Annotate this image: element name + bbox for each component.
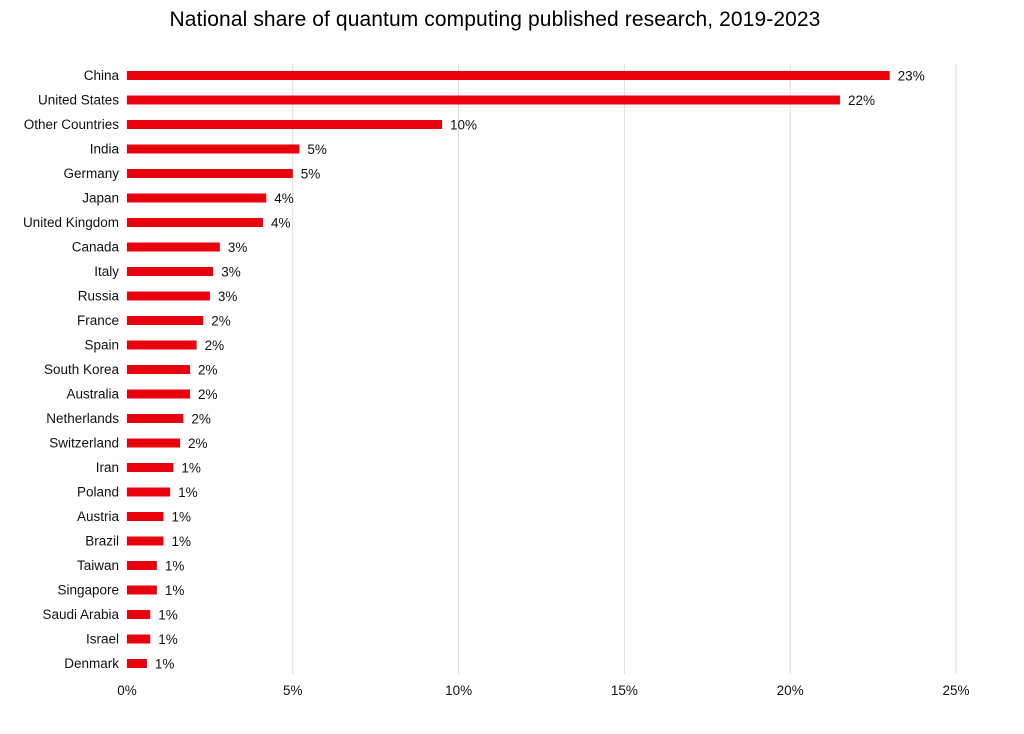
value-label: 23% <box>898 69 925 84</box>
value-label: 1% <box>178 485 198 500</box>
bar <box>127 487 171 497</box>
bar <box>127 585 157 595</box>
category-label: Denmark <box>64 656 119 671</box>
bar <box>127 340 197 350</box>
category-label: Saudi Arabia <box>42 607 119 622</box>
bar <box>127 144 300 154</box>
category-label: United States <box>38 93 119 108</box>
category-label: Netherlands <box>46 411 119 426</box>
bar <box>127 438 181 448</box>
bar <box>127 95 840 105</box>
value-label: 10% <box>450 118 477 133</box>
category-label: Iran <box>96 460 119 475</box>
value-label: 2% <box>198 387 218 402</box>
bar <box>127 120 443 129</box>
value-label: 2% <box>188 436 208 451</box>
value-label: 1% <box>165 583 185 598</box>
value-label: 3% <box>228 240 248 255</box>
category-label: Austria <box>77 509 120 524</box>
bar <box>127 242 220 252</box>
category-label: United Kingdom <box>23 215 119 230</box>
value-label: 2% <box>205 338 225 353</box>
bar <box>127 414 184 423</box>
category-label: China <box>84 68 120 83</box>
x-tick-label: 0% <box>117 683 137 698</box>
category-label: Japan <box>82 191 119 206</box>
category-label: France <box>77 313 119 328</box>
bar <box>127 536 164 546</box>
value-label: 2% <box>198 363 218 378</box>
category-label: Canada <box>72 240 120 255</box>
value-label: 22% <box>848 93 875 108</box>
x-tick-label: 10% <box>445 683 472 698</box>
value-label: 5% <box>301 167 321 182</box>
x-tick-label: 5% <box>283 683 303 698</box>
category-label: Other Countries <box>24 117 120 132</box>
bar <box>127 169 293 178</box>
category-label: Spain <box>84 338 119 353</box>
bar <box>127 316 204 325</box>
value-label: 1% <box>158 608 178 623</box>
value-label: 3% <box>221 265 241 280</box>
value-label: 1% <box>181 461 201 476</box>
bars <box>127 71 890 668</box>
bar <box>127 561 157 570</box>
value-label: 1% <box>165 559 185 574</box>
value-label: 1% <box>171 510 191 525</box>
bar <box>127 218 263 227</box>
bar <box>127 610 151 619</box>
category-label: Brazil <box>85 534 119 549</box>
category-label: Taiwan <box>77 558 119 573</box>
bar <box>127 512 164 521</box>
bar <box>127 267 214 276</box>
category-label: Germany <box>63 166 119 181</box>
category-label: Russia <box>78 289 120 304</box>
x-tick-label: 15% <box>611 683 638 698</box>
category-label: India <box>90 142 120 157</box>
value-label: 5% <box>307 142 327 157</box>
value-label: 1% <box>171 534 191 549</box>
category-label: Switzerland <box>49 436 119 451</box>
value-label: 2% <box>191 412 211 427</box>
value-label: 4% <box>274 191 294 206</box>
value-label: 3% <box>218 289 238 304</box>
x-tick-label: 20% <box>777 683 804 698</box>
value-label: 1% <box>155 657 175 672</box>
category-label: South Korea <box>44 362 120 377</box>
bar <box>127 193 267 203</box>
category-labels: China United States Other Countries India Ge… <box>23 68 120 671</box>
chart-title: National share of quantum computing publ… <box>169 8 821 31</box>
value-labels: 23% 22% 10% 5% 5% 4% 4% 3% 3% 3% 2% 2% 2% 2% 2% 2% 1% 1% 1… <box>155 69 925 672</box>
value-label: 1% <box>158 632 178 647</box>
gridlines <box>292 64 957 674</box>
bar <box>127 291 210 301</box>
x-tick-label: 25% <box>942 683 969 698</box>
category-label: Italy <box>94 264 119 279</box>
value-label: 4% <box>271 216 291 231</box>
bar <box>127 634 151 644</box>
category-label: Singapore <box>57 583 119 598</box>
bar <box>127 659 147 668</box>
category-label: Australia <box>66 387 119 402</box>
x-axis-tick-labels: 0% 5% 10% 15% 20% 25% <box>117 683 969 698</box>
bar <box>127 389 191 399</box>
category-label: Poland <box>77 485 119 500</box>
bar <box>127 365 191 374</box>
value-label: 2% <box>211 314 231 329</box>
bar <box>127 463 174 472</box>
category-label: Israel <box>86 632 119 647</box>
bar <box>127 71 890 80</box>
